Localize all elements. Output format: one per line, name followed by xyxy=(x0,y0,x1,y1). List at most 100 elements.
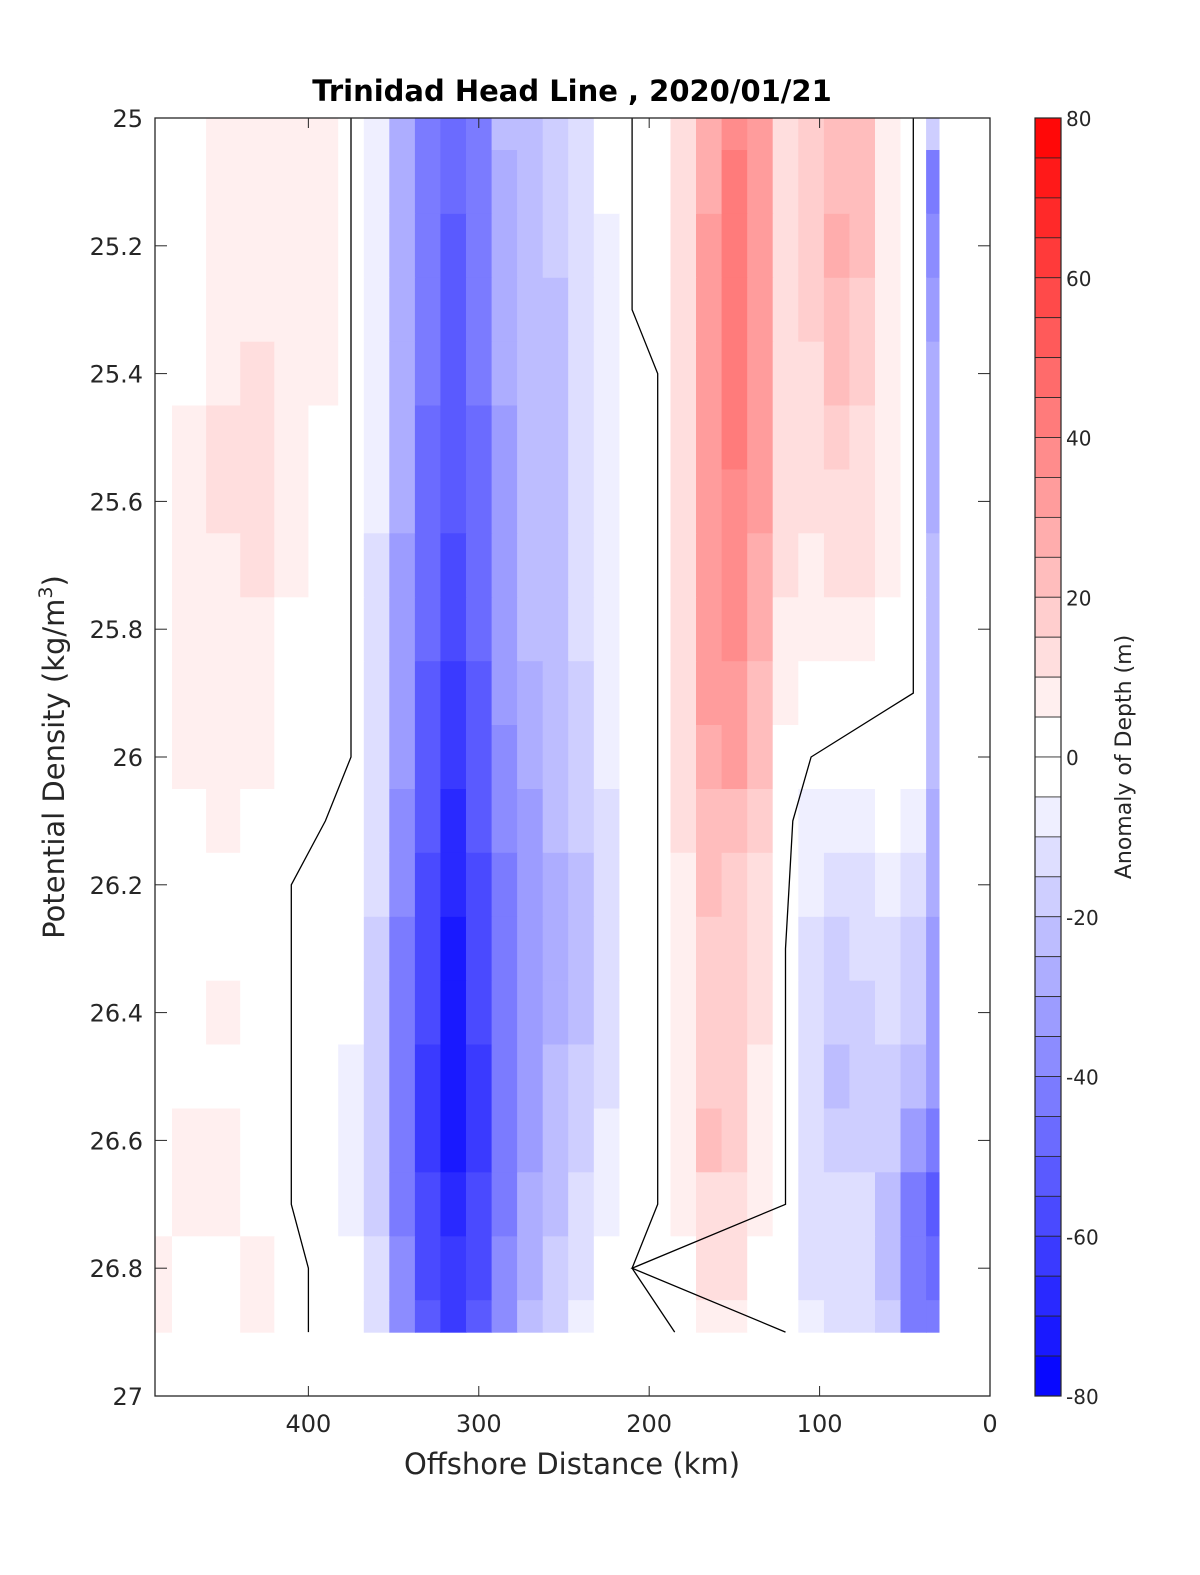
contour-cell xyxy=(338,1300,365,1333)
contour-cell xyxy=(274,469,309,534)
contour-cell xyxy=(875,661,902,726)
colorbar-segment xyxy=(1034,956,1062,998)
contour-cell xyxy=(542,118,569,151)
colorbar-segment xyxy=(1034,556,1062,598)
contour-cell xyxy=(389,533,416,598)
contour-cell xyxy=(926,341,940,407)
contour-cell xyxy=(440,150,467,215)
contour-cell xyxy=(619,1172,646,1237)
contour-cell xyxy=(593,341,620,407)
contour-cell xyxy=(593,789,620,854)
contour-cell xyxy=(900,980,927,1046)
contour-cell xyxy=(747,1108,774,1173)
contour-cell xyxy=(440,405,467,470)
contour-cell xyxy=(542,1172,569,1237)
contour-cell xyxy=(696,1172,723,1237)
contour-cell xyxy=(696,533,723,598)
colorbar-tick-label: -80 xyxy=(1066,1385,1099,1409)
contour-cell xyxy=(593,1044,620,1109)
contour-cell xyxy=(414,469,442,534)
contour-cell xyxy=(619,980,646,1046)
y-axis-label-superscript: 3 xyxy=(35,586,57,598)
contour-cell xyxy=(491,1300,518,1333)
contour-cell xyxy=(206,150,241,215)
contour-cell xyxy=(670,916,697,982)
contour-cell xyxy=(389,1300,416,1333)
contour-cell xyxy=(926,725,940,790)
contour-cell xyxy=(542,341,569,407)
contour-cell xyxy=(772,597,799,662)
contour-cell xyxy=(823,789,851,854)
contour-cell xyxy=(155,1300,173,1333)
contour-cell xyxy=(747,789,774,854)
colorbar-segment xyxy=(1034,676,1062,718)
contour-cell xyxy=(568,661,595,726)
contour-cell xyxy=(849,405,876,470)
colorbar-label: Anomaly of Depth (m) xyxy=(1112,635,1137,879)
contour-cell xyxy=(823,1172,851,1237)
contour-cell xyxy=(721,980,748,1046)
contour-cell xyxy=(593,277,620,343)
contour-cell xyxy=(206,852,241,918)
contour-cell xyxy=(517,1044,544,1109)
contour-cell xyxy=(240,405,275,470)
contour-cell xyxy=(491,852,518,918)
contour-cell xyxy=(172,980,207,1046)
colorbar-tick-label: 40 xyxy=(1066,427,1091,451)
x-tick-label: 300 xyxy=(456,1410,502,1438)
contour-cell xyxy=(172,661,207,726)
contour-cell xyxy=(926,1236,940,1301)
contour-cell xyxy=(542,789,569,854)
contour-cell xyxy=(696,661,723,726)
contour-cell xyxy=(798,150,825,215)
contour-cell xyxy=(772,405,799,470)
contour-cell xyxy=(240,213,275,279)
contour-cell xyxy=(172,852,207,918)
contour-cell xyxy=(772,852,799,918)
contour-cell xyxy=(823,213,851,279)
colorbar-segment xyxy=(1034,876,1062,918)
contour-cell xyxy=(644,213,672,279)
contour-cell xyxy=(172,597,207,662)
contour-cell xyxy=(568,1044,595,1109)
contour-cell xyxy=(240,916,275,982)
contour-cell xyxy=(772,1236,799,1301)
contour-cell xyxy=(363,597,390,662)
contour-cell xyxy=(172,725,207,790)
contour-cell xyxy=(363,533,390,598)
contour-cell xyxy=(274,405,309,470)
contour-cell xyxy=(308,150,339,215)
contour-cell xyxy=(875,150,902,215)
contour-cell xyxy=(696,916,723,982)
contour-cell xyxy=(414,916,442,982)
contour-cell xyxy=(593,661,620,726)
contour-cell xyxy=(926,1172,940,1237)
contour-cell xyxy=(240,277,275,343)
contour-cell xyxy=(466,405,493,470)
contour-cell xyxy=(823,1108,851,1173)
contour-cell xyxy=(155,1172,173,1237)
contour-cell xyxy=(875,1108,902,1173)
contour-cell xyxy=(875,277,902,343)
contour-cell xyxy=(172,533,207,598)
contour-cell xyxy=(338,1236,365,1301)
contour-cell xyxy=(466,1172,493,1237)
contour-cell xyxy=(363,852,390,918)
contour-cell xyxy=(240,118,275,151)
contour-cell xyxy=(440,1172,467,1237)
zero-contour-line xyxy=(630,118,914,1333)
contour-cell xyxy=(172,341,207,407)
contour-cell xyxy=(240,725,275,790)
y-tick-label: 26.8 xyxy=(90,1255,143,1283)
contour-cell xyxy=(593,469,620,534)
contour-cell xyxy=(542,725,569,790)
contour-cell xyxy=(849,150,876,215)
contour-cell xyxy=(798,213,825,279)
contour-cell xyxy=(619,469,646,534)
contour-cell xyxy=(206,405,241,470)
chart-title: Trinidad Head Line , 2020/01/21 xyxy=(312,74,832,108)
contour-cell xyxy=(747,277,774,343)
contour-cell xyxy=(389,277,416,343)
contour-cell xyxy=(670,1108,697,1173)
